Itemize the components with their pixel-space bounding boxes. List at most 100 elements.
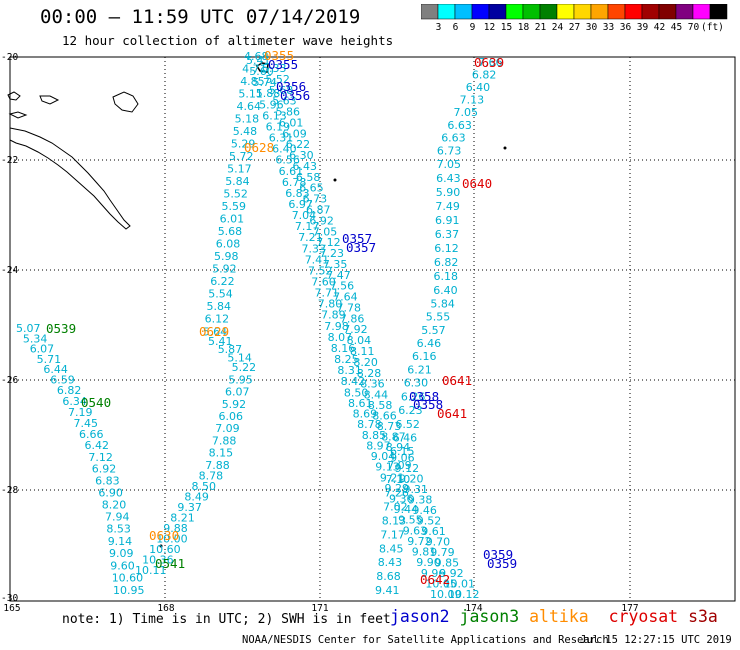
color-scale-label: 24 <box>551 22 564 33</box>
color-scale-label: 9 <box>469 22 476 33</box>
swh-value: 7.80 <box>318 298 343 311</box>
swh-value: 10.05 <box>425 577 457 590</box>
swh-value: 7.19 <box>68 406 93 419</box>
swh-value: 6.82 <box>434 256 459 269</box>
swh-value: 8.42 <box>341 375 366 388</box>
swh-value: 8.16 <box>331 342 356 355</box>
swh-value: 7.78 <box>337 302 362 315</box>
pass-time-label-cryosat: 0640 <box>462 176 492 191</box>
map-frame <box>9 56 736 602</box>
swh-value: 5.63 <box>272 95 297 108</box>
swh-value: 9.55 <box>398 514 423 527</box>
swh-value: 5.90 <box>436 186 461 199</box>
swh-value: 5.86 <box>276 106 301 119</box>
swh-value: 9.70 <box>426 536 451 549</box>
swh-value: 8.87 <box>381 431 406 444</box>
pass-time-label-cryosat: 0641 <box>437 406 467 421</box>
longitude-label: 177 <box>621 603 638 612</box>
latitude-label: -22 <box>1 155 18 166</box>
swh-value: 6.83 <box>95 475 120 488</box>
swh-value: 5.92 <box>212 263 237 276</box>
swh-value: 10.11 <box>135 564 167 577</box>
pass-time-label-cryosat: 0639 <box>474 55 504 70</box>
swh-value: 7.21 <box>298 231 323 244</box>
swh-value: 7.88 <box>205 459 230 472</box>
swh-value: 5.34 <box>23 332 48 345</box>
swh-value: 8.69 <box>353 408 378 421</box>
pass-time-label-jason2: 0356 <box>276 79 306 94</box>
swh-value: 6.90 <box>98 487 123 500</box>
color-scale-label: 45 <box>670 22 683 33</box>
color-swatch <box>709 4 728 20</box>
swh-value: 5.17 <box>227 163 252 176</box>
swh-value: 5.52 <box>223 188 248 201</box>
latitude-label: -26 <box>1 375 18 386</box>
swh-value: 6.40 <box>466 81 491 94</box>
pass-time-label-altika: 0355 <box>264 48 294 63</box>
swh-value: 8.85 <box>362 429 387 442</box>
swh-value: 10.95 <box>113 584 145 597</box>
latitude-label: -24 <box>1 265 18 276</box>
swh-value: 7.10 <box>386 473 411 486</box>
swh-value: 6.63 <box>447 119 472 132</box>
swh-value: 5.87 <box>218 343 243 356</box>
swh-value: 9.20 <box>399 473 424 486</box>
swh-value: 9.13 <box>375 461 400 474</box>
swh-value: 10.09 <box>430 588 462 601</box>
swh-value: 8.50 <box>344 386 369 399</box>
swh-value: 9.81 <box>412 546 437 559</box>
swh-value: 9.12 <box>395 462 420 475</box>
longitude-label: 171 <box>311 603 328 612</box>
swh-value: 6.26 <box>401 390 426 403</box>
pass-time-label-altika: 0629 <box>199 324 229 339</box>
swh-value: 9.52 <box>417 515 442 528</box>
swh-value: 6.34 <box>62 395 87 408</box>
swh-value: 8.15 <box>209 447 234 460</box>
swh-value: 7.52 <box>308 264 333 277</box>
pass-time-label-jason3: 0539 <box>46 321 76 336</box>
pass-time-label-jason3: 0540 <box>81 395 111 410</box>
color-scale-label: 6 <box>452 22 459 33</box>
pass-time-label-jason3: 0541 <box>155 556 185 571</box>
swh-value: 5.71 <box>37 353 62 366</box>
swh-value: 9.96 <box>421 567 446 580</box>
pass-time-label-jason2: 0357 <box>346 240 376 255</box>
latitude-label: -20 <box>1 52 18 63</box>
swh-value: 5.11 <box>238 88 263 101</box>
swh-value: 9.36 <box>389 493 414 506</box>
swh-value: 9.63 <box>403 524 428 537</box>
legend-cryosat: cryosat <box>608 607 679 626</box>
swh-value: 6.46 <box>393 432 418 445</box>
swh-value: 6.16 <box>412 350 437 363</box>
swh-value: 6.52 <box>395 418 420 431</box>
swh-value: 6.31 <box>269 132 294 145</box>
swh-value: 6.07 <box>225 386 250 399</box>
swh-value: 9.90 <box>416 556 441 569</box>
swh-value: 6.23 <box>398 404 423 417</box>
swh-value: 6.97 <box>288 198 313 211</box>
swh-value: 10.12 <box>448 588 480 601</box>
latitude-label: -30 <box>1 593 18 604</box>
swh-value: 9.79 <box>430 546 455 559</box>
swh-value: 6.92 <box>309 214 334 227</box>
swh-value: 6.92 <box>92 463 117 476</box>
swh-value: 5.84 <box>430 297 455 310</box>
pass-time-label-jason2: 0357 <box>342 231 372 246</box>
legend-jason3: jason3 <box>459 607 520 626</box>
satellite-legend: jason2 jason3 altika cryosat s3a <box>390 607 718 626</box>
color-scale-bar <box>421 4 728 20</box>
color-scale-label: 33 <box>602 22 615 33</box>
swh-value: 5.68 <box>218 225 243 238</box>
map-canvas: -20-22-24-26-28-30 165 168 171 174 177 4.684… <box>1 48 736 612</box>
swh-value: 7.94 <box>105 510 130 523</box>
island-dot-matthew <box>503 146 507 150</box>
swh-value: 5.57 <box>421 324 446 337</box>
swh-value: 8.36 <box>360 378 385 391</box>
swh-value: 6.22 <box>286 138 311 151</box>
swh-value: 7.09 <box>387 459 412 472</box>
color-scale-label: 70 <box>687 22 700 33</box>
color-scale-label: 21 <box>534 22 547 33</box>
swh-value: 6.46 <box>417 337 442 350</box>
swh-value: 7.13 <box>460 94 485 107</box>
pass-time-label-cryosat: 0642 <box>420 572 450 587</box>
